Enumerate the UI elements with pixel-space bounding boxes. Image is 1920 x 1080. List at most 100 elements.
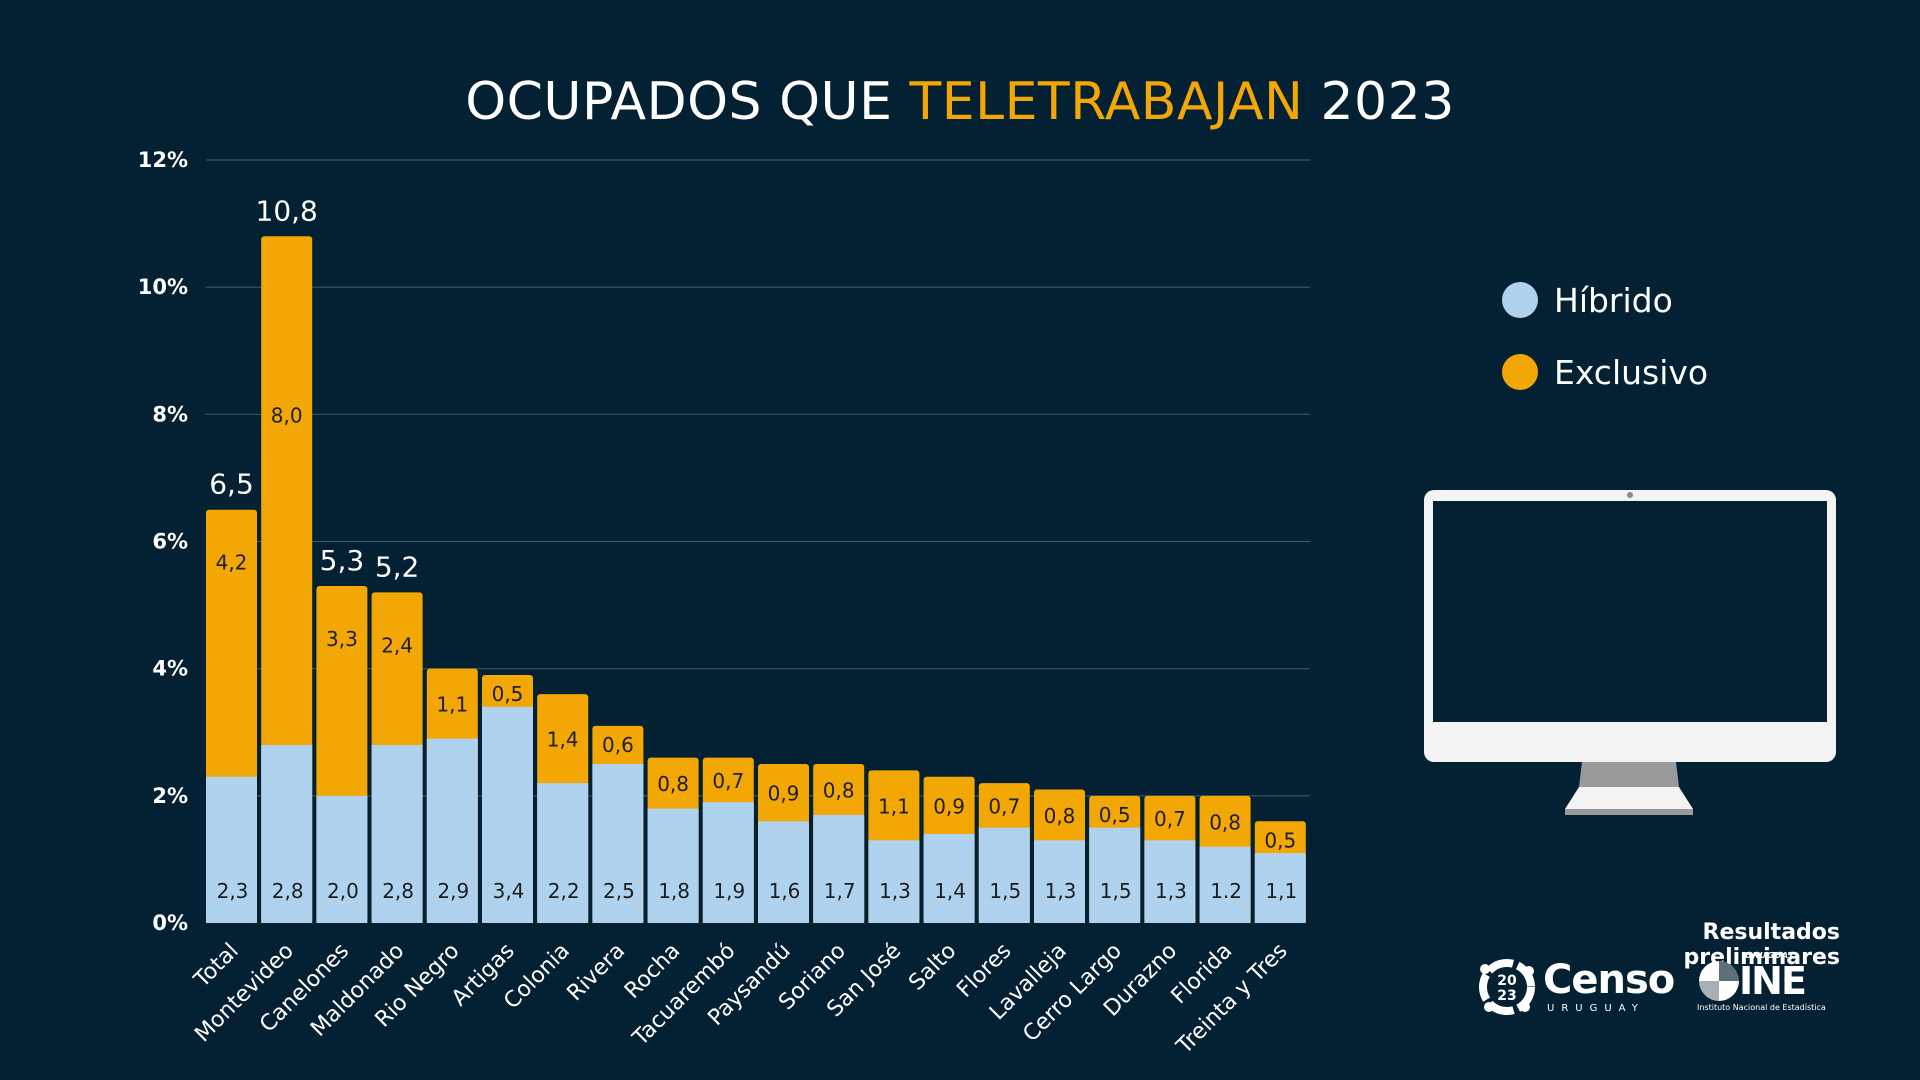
bar-hibrido [702,802,754,923]
label-exclusivo: 0,5 [1099,803,1131,827]
legend-swatch-hibrido [1502,282,1538,318]
bars: 2,3 4,2 2,8 8,0 2,0 3,3 2,8 2,4 2,9 1,1 3,4 0,5 2,2 1… [206,194,1306,924]
bar-group: 1,8 0,8 [647,757,699,923]
label-hibrido: 2,5 [603,879,635,903]
label-hibrido: 3,4 [493,879,525,903]
label-hibrido: 1,1 [1265,879,1297,903]
censo-ring-icon: 20 23 [1479,959,1535,1015]
bar-hibrido [261,744,313,923]
bar-group: 1,6 0,9 [758,764,809,923]
bar-group: 1,3 0,8 [1034,789,1085,923]
label-hibrido: 1.2 [1210,879,1242,903]
bar-group: 1,7 0,8 [813,764,865,923]
bar-hibrido [1199,846,1251,923]
label-exclusivo: 0,5 [492,682,524,706]
label-exclusivo: 3,3 [326,627,358,651]
bar-hibrido [868,840,920,923]
legend-swatch-exclusivo [1502,354,1538,390]
bar-hibrido [758,821,809,923]
legend-item-exclusivo: Exclusivo [1502,352,1708,392]
label-exclusivo: 4,2 [216,551,248,575]
y-tick-label: 8% [152,402,188,426]
label-hibrido: 1,3 [879,879,911,903]
title-part1: OCUPADOS QUE [465,72,910,132]
bar-group: 2,2 1,4 [537,694,589,923]
label-exclusivo: 0,9 [768,782,800,806]
ine-top-text: URUGUAY [1745,951,1795,960]
label-exclusivo: 0,7 [712,769,744,793]
bar-hibrido [813,814,865,923]
label-hibrido: 1,3 [1155,879,1187,903]
bar-group: 3,4 0,5 [482,675,533,923]
ine-word: INE [1739,959,1807,1003]
bar-hibrido [647,808,699,923]
label-hibrido: 1,7 [824,879,856,903]
bar-group: 2,5 0,6 [592,725,644,923]
bar-group: 1,9 0,7 [702,757,754,923]
x-tick-label: Salto [904,939,961,996]
label-hibrido: 1,9 [713,879,745,903]
bar-hibrido [923,833,975,923]
bar-group: 2,3 4,2 [206,509,257,923]
label-exclusivo: 0,7 [1154,807,1186,831]
legend-label-hibrido: Híbrido [1554,280,1673,320]
censo-logo: 20 23 Censo URUGUAY [1475,955,1675,1015]
label-total: 6,5 [209,468,254,501]
y-tick-label: 2% [152,784,188,808]
bar-group: 1,4 0,9 [923,776,975,923]
bar-hibrido [206,776,257,923]
label-total: 5,3 [320,544,365,577]
label-exclusivo: 0,7 [988,794,1020,818]
chart-title: OCUPADOS QUE TELETRABAJAN 2023 [0,72,1920,132]
y-tick-label: 6% [152,530,188,554]
bar-hibrido [537,783,589,923]
bar-group: 1,1 0,5 [1254,821,1306,923]
bar-hibrido [1089,827,1141,923]
bar-group: 2,8 8,0 [261,236,313,924]
label-hibrido: 2,8 [382,879,414,903]
bar-hibrido [978,827,1030,923]
bar-hibrido [371,744,423,923]
x-tick-label: Rivera [563,939,631,1007]
label-exclusivo: 0,8 [657,772,689,796]
title-highlight: TELETRABAJAN [909,72,1304,132]
bar-group: 2,0 3,3 [316,586,368,923]
y-axis-ticks: 0% 2% 4% 6% 8% 10% 12% [138,148,188,935]
label-hibrido: 1,8 [658,879,690,903]
label-exclusivo: 0,9 [933,794,965,818]
label-exclusivo: 1,4 [547,728,579,752]
y-tick-label: 0% [152,911,188,935]
label-hibrido: 1,3 [1045,879,1077,903]
legend-label-exclusivo: Exclusivo [1554,352,1709,392]
bar-hibrido [1144,840,1196,923]
label-exclusivo: 0,6 [602,733,634,757]
censo-year-top: 20 [1497,973,1517,989]
label-hibrido: 2,2 [548,879,580,903]
y-tick-label: 12% [138,148,188,172]
label-hibrido: 2,0 [327,879,359,903]
label-exclusivo: 0,8 [1044,804,1076,828]
label-total: 5,2 [375,550,420,583]
label-hibrido: 1,4 [934,879,966,903]
label-hibrido: 2,3 [217,879,249,903]
label-exclusivo: 1,1 [436,693,468,717]
label-exclusivo: 2,4 [381,633,413,657]
label-exclusivo: 0,5 [1264,828,1296,852]
censo-word: Censo [1543,957,1675,1003]
y-tick-label: 10% [138,275,188,299]
bar-group: 2,8 2,4 [371,592,423,923]
censo-sub: URUGUAY [1547,1003,1645,1014]
legend-item-hibrido: Híbrido [1502,280,1673,320]
bar-hibrido [316,795,368,923]
label-hibrido: 2,8 [272,879,304,903]
label-hibrido: 1,6 [769,879,801,903]
bar-group: 1.2 0,8 [1199,795,1251,923]
y-tick-label: 4% [152,657,188,681]
label-exclusivo: 8,0 [271,403,303,427]
ine-globe-icon [1699,961,1739,1001]
bar-group: 1,3 1,1 [868,770,920,923]
ine-sub-text: Instituto Nacional de Estadística [1697,1003,1826,1012]
desktop-monitor-icon [1424,490,1836,815]
